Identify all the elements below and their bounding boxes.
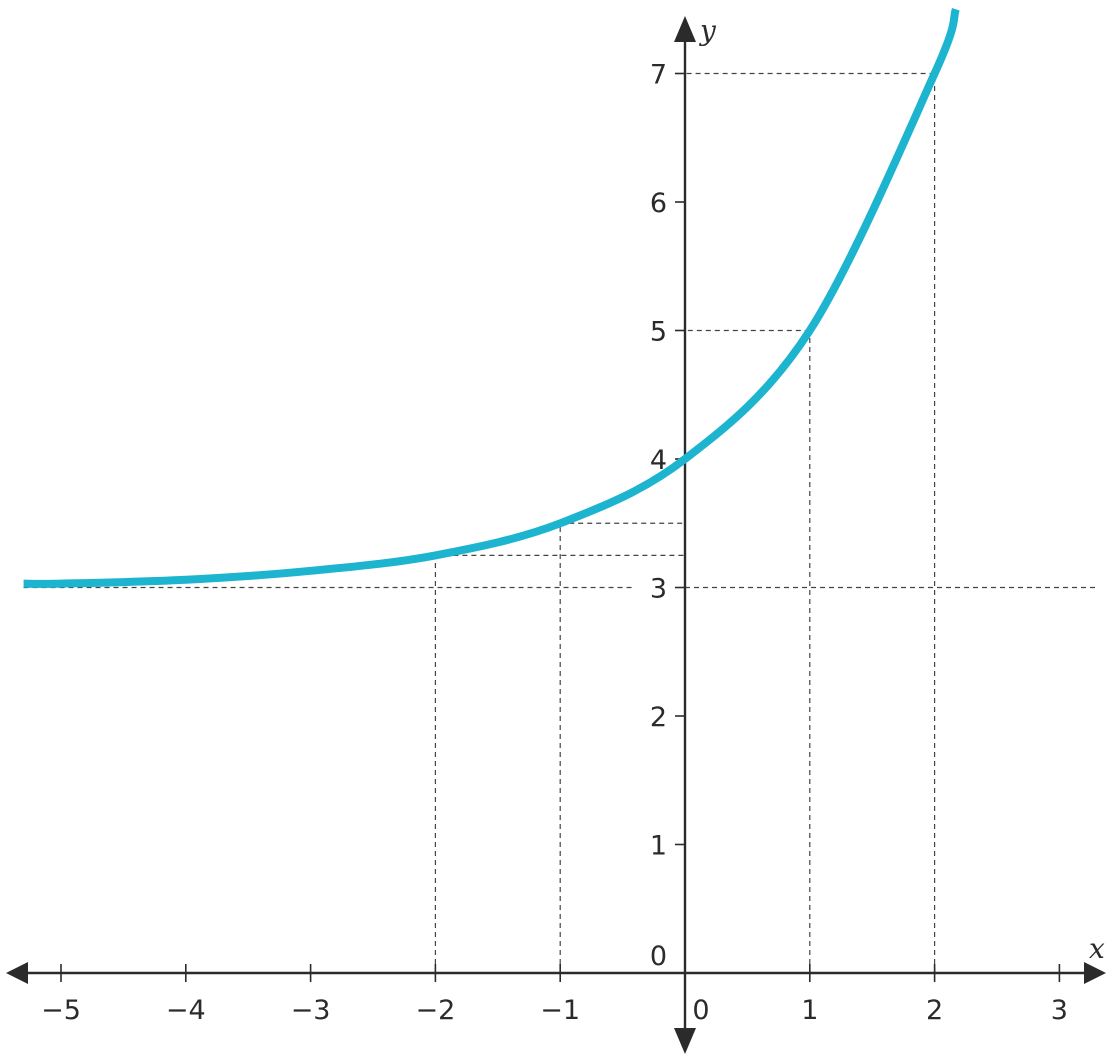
x-axis-left-arrow-icon — [6, 962, 28, 984]
y-tick-label: 6 — [650, 188, 667, 219]
x-tick-label: −4 — [166, 995, 206, 1026]
y-axis-up-arrow-icon — [674, 16, 696, 42]
series-line — [23, 8, 960, 588]
y-tick-label: 2 — [650, 702, 667, 733]
y-tick-label: 4 — [650, 445, 667, 476]
y-tick-label: 5 — [650, 317, 667, 348]
x-axis-title: x — [1089, 932, 1105, 965]
y-tick-label: 0 — [650, 941, 667, 972]
x-axis-right-arrow-icon — [1084, 962, 1106, 984]
y-axis-down-arrow-icon — [674, 1028, 696, 1054]
x-tick-label: −1 — [540, 995, 580, 1026]
axes: −5 −4 −3 −2 −1 0 1 2 3 0 1 2 3 4 5 6 7 x y — [6, 14, 1106, 1054]
y-tick-label: 3 — [650, 574, 667, 605]
x-tick-label: 3 — [1051, 995, 1068, 1026]
x-tick-label: 0 — [692, 995, 709, 1026]
y-ticks: 0 1 2 3 4 5 6 7 — [650, 60, 685, 972]
y-tick-label: 7 — [650, 60, 667, 91]
x-tick-label: −3 — [291, 995, 331, 1026]
x-tick-label: 2 — [926, 995, 943, 1026]
series — [23, 8, 960, 588]
y-tick-label: 1 — [650, 831, 667, 862]
x-tick-label: −2 — [415, 995, 455, 1026]
x-tick-label: 1 — [801, 995, 818, 1026]
x-ticks: −5 −4 −3 −2 −1 0 1 2 3 — [41, 964, 1068, 1026]
x-tick-label: −5 — [41, 995, 81, 1026]
y-axis-title: y — [698, 14, 717, 47]
dashed-guide-lines — [23, 72, 1097, 973]
